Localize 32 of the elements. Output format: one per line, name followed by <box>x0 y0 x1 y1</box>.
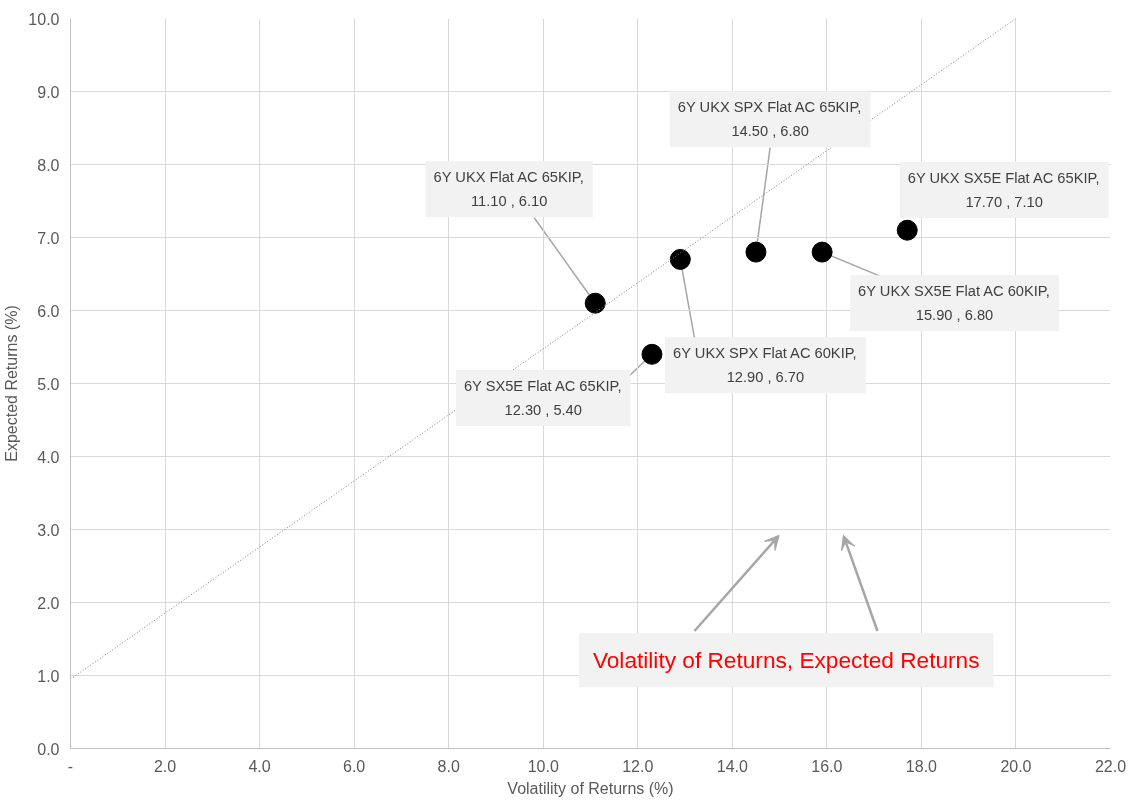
x-tick-label: 12.0 <box>622 757 654 775</box>
y-tick-label: 1.0 <box>37 667 60 685</box>
x-tick-label: 16.0 <box>811 757 843 775</box>
data-label: 6Y UKX SPX Flat AC 60KIP, 12.90 , 6.70 <box>673 345 857 386</box>
x-tick-label: 10.0 <box>527 757 559 775</box>
y-tick-label: 7.0 <box>37 229 60 247</box>
y-tick-label: 3.0 <box>37 521 60 539</box>
x-tick-label: 8.0 <box>437 757 460 775</box>
x-tick-label: 2.0 <box>153 757 177 775</box>
x-tick-label: 18.0 <box>905 757 938 775</box>
y-tick-label: 2.0 <box>37 594 60 612</box>
x-tick-label: 14.0 <box>716 757 748 775</box>
x-tick-label: - <box>67 757 74 775</box>
data-label: 6Y UKX SX5E Flat AC 60KIP, 15.90 , 6.80 <box>858 283 1050 324</box>
y-tick-label: 9.0 <box>37 83 60 101</box>
x-tick-label: 4.0 <box>248 757 271 775</box>
y-tick-label: 4.0 <box>37 448 60 466</box>
x-tick-label: 20.0 <box>1000 757 1032 775</box>
x-tick-label: 6.0 <box>343 757 366 775</box>
data-label: 6Y UKX SX5E Flat AC 65KIP, 17.70 , 7.10 <box>907 170 1100 211</box>
y-tick-label: 0.0 <box>37 740 60 758</box>
annotation: Volatility of Returns, Expected Returns <box>592 647 980 674</box>
y-tick-label: 5.0 <box>37 375 60 393</box>
y-tick-label: 10.0 <box>28 10 60 28</box>
x-tick-label: 22.0 <box>1094 757 1127 775</box>
data-label: 6Y SX5E Flat AC 65KIP, 12.30 , 5.40 <box>463 378 622 419</box>
data-label: 6Y UKX SPX Flat AC 65KIP, 14.50 , 6.80 <box>677 99 862 140</box>
x-axis-title: Volatility of Returns (%) <box>507 779 674 797</box>
y-axis-title: Expected Returns (%) <box>3 305 21 462</box>
y-tick-label: 6.0 <box>37 302 60 320</box>
y-tick-label: 8.0 <box>37 156 60 174</box>
data-label: 6Y UKX Flat AC 65KIP, 11.10 , 6.10 <box>433 169 584 210</box>
